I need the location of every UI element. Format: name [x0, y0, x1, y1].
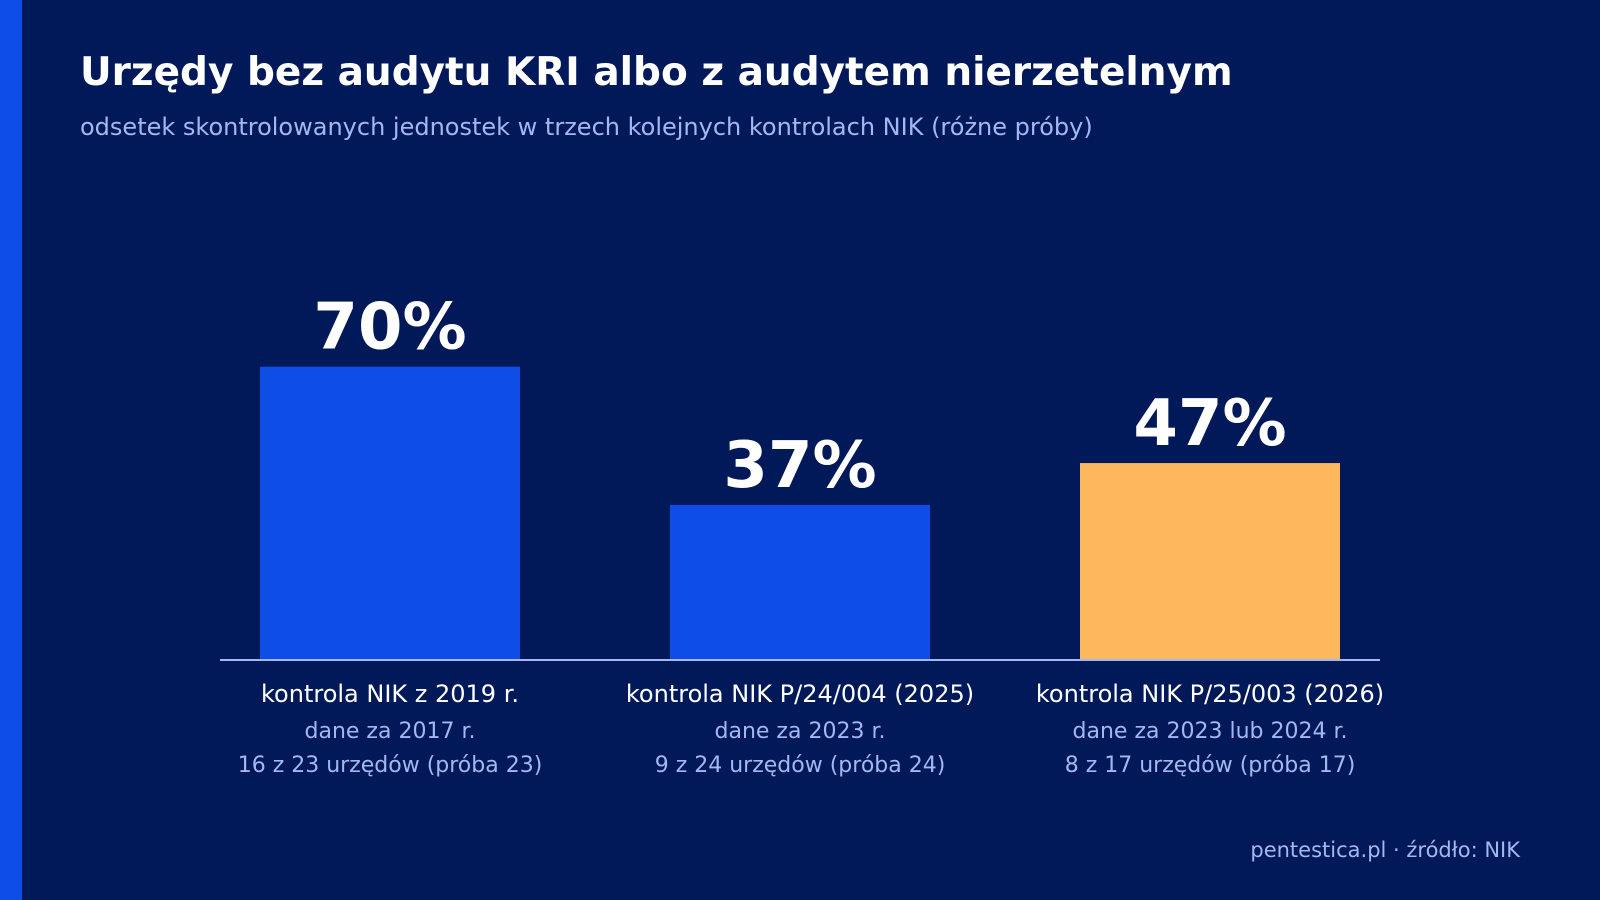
- category-detail: dane za 2023 lub 2024 r.: [1073, 719, 1348, 744]
- bar: [670, 504, 930, 660]
- bar-value-label: 70%: [313, 291, 466, 365]
- category-detail: 9 z 24 urzędów (próba 24): [655, 753, 946, 778]
- source-footer: pentestica.pl · źródło: NIK: [1250, 838, 1520, 862]
- bar: [1080, 463, 1340, 660]
- accent-strip: [0, 0, 22, 900]
- bar-value-label: 37%: [723, 429, 876, 503]
- category-detail: dane za 2017 r.: [305, 719, 476, 744]
- category-detail: dane za 2023 r.: [715, 719, 886, 744]
- bar: [260, 366, 520, 660]
- category-label: kontrola NIK P/25/003 (2026): [1036, 680, 1384, 708]
- chart-subtitle: odsetek skontrolowanych jednostek w trze…: [80, 113, 1093, 141]
- category-detail: 8 z 17 urzędów (próba 17): [1065, 753, 1356, 778]
- chart-title: Urzędy bez audytu KRI albo z audytem nie…: [80, 50, 1233, 95]
- category-detail: 16 z 23 urzędów (próba 23): [238, 753, 543, 778]
- bar-value-label: 47%: [1133, 387, 1286, 461]
- category-label: kontrola NIK z 2019 r.: [261, 680, 519, 708]
- category-label: kontrola NIK P/24/004 (2025): [626, 680, 974, 708]
